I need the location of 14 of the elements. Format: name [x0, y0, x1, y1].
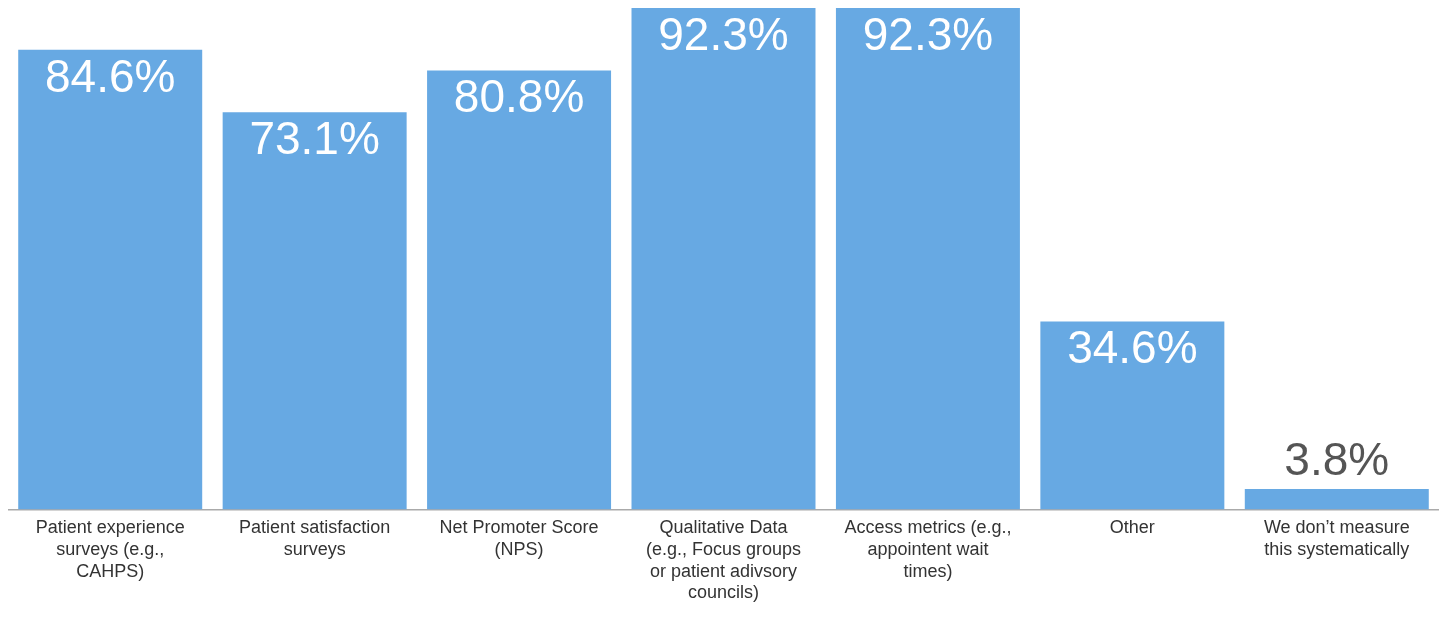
x-tick-label: We don’t measure this systematically	[1263, 517, 1410, 559]
data-label: 3.8%	[1284, 432, 1390, 485]
data-label: 92.3%	[658, 7, 789, 60]
x-tick-label: Patient satisfaction surveys	[239, 517, 391, 559]
data-label: 92.3%	[862, 7, 994, 60]
x-tick-label: Qualitative Data (e.g., Focus groups or patient adivsory councils)	[645, 517, 802, 603]
x-tick-label: Patient experience surveys (e.g., CAHPS)	[35, 517, 185, 581]
data-label: 34.6%	[1067, 321, 1198, 374]
x-tick-label: Other	[1109, 517, 1155, 538]
data-label: 84.6%	[45, 49, 176, 102]
data-label: 73.1%	[249, 112, 380, 165]
data-label: 80.8%	[453, 70, 585, 123]
x-tick-label: Net Promoter Score (NPS)	[439, 517, 599, 559]
x-tick-label: Access metrics (e.g., appointent wait times)	[844, 517, 1012, 581]
